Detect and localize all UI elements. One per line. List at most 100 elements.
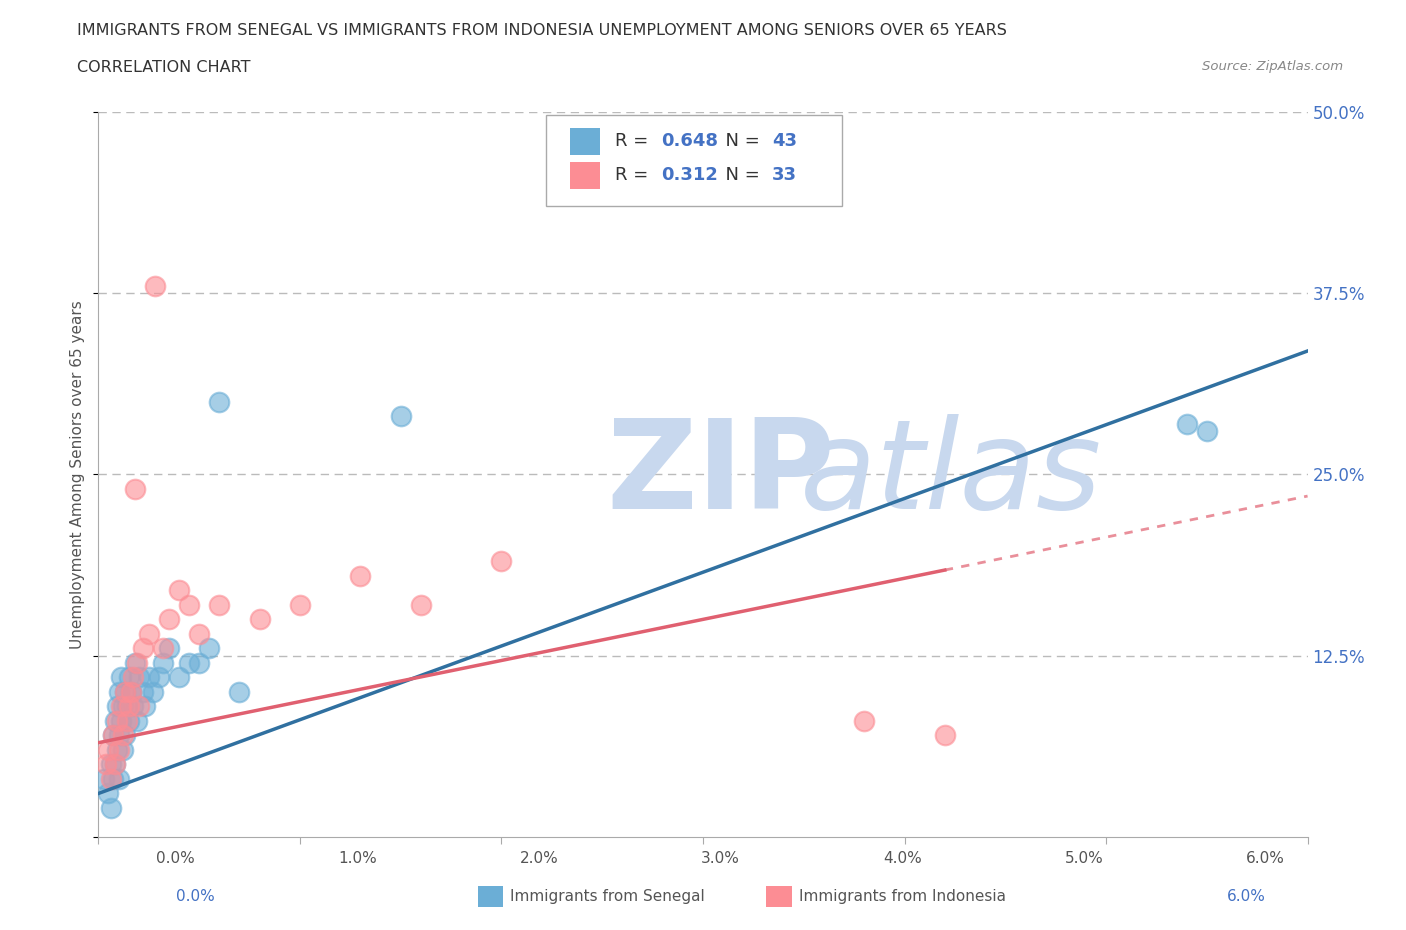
Text: R =: R = — [614, 132, 654, 151]
Text: 1.0%: 1.0% — [337, 851, 377, 866]
Point — [115, 699, 138, 714]
Point — [110, 713, 132, 728]
Point — [100, 757, 122, 772]
Point — [208, 597, 231, 612]
Point — [103, 757, 125, 772]
Point — [142, 684, 165, 699]
Point — [111, 742, 134, 757]
Point — [114, 684, 136, 699]
Point — [198, 641, 221, 656]
Point — [188, 656, 211, 671]
Point — [110, 670, 132, 684]
Text: CORRELATION CHART: CORRELATION CHART — [77, 60, 250, 75]
Point — [188, 627, 211, 642]
Text: Immigrants from Indonesia: Immigrants from Indonesia — [799, 889, 1005, 904]
Point — [138, 670, 160, 684]
Text: 0.0%: 0.0% — [176, 889, 215, 904]
Text: ZIP: ZIP — [606, 414, 835, 535]
FancyBboxPatch shape — [546, 115, 842, 206]
Text: N =: N = — [714, 166, 765, 184]
Point — [152, 656, 174, 671]
Point — [100, 801, 122, 816]
Point — [111, 699, 134, 714]
Point — [103, 713, 125, 728]
Text: 2.0%: 2.0% — [520, 851, 558, 866]
Point — [105, 713, 128, 728]
Text: IMMIGRANTS FROM SENEGAL VS IMMIGRANTS FROM INDONESIA UNEMPLOYMENT AMONG SENIORS : IMMIGRANTS FROM SENEGAL VS IMMIGRANTS FR… — [77, 23, 1007, 38]
Point — [96, 757, 118, 772]
Point — [93, 772, 115, 787]
Point — [288, 597, 311, 612]
Text: 0.648: 0.648 — [661, 132, 717, 151]
Point — [349, 568, 371, 583]
Point — [125, 713, 148, 728]
Point — [132, 684, 155, 699]
Point — [100, 772, 122, 787]
Point — [120, 684, 142, 699]
Point — [1175, 416, 1198, 431]
Point — [105, 742, 128, 757]
Point — [179, 656, 201, 671]
Point — [1195, 423, 1218, 438]
Text: R =: R = — [614, 166, 654, 184]
Bar — [569, 127, 600, 155]
Point — [148, 670, 170, 684]
Point — [167, 670, 190, 684]
Point — [228, 684, 250, 699]
Text: 0.0%: 0.0% — [156, 851, 195, 866]
Point — [115, 713, 138, 728]
Point — [853, 713, 876, 728]
Point — [97, 742, 120, 757]
Text: 4.0%: 4.0% — [883, 851, 921, 866]
Bar — [569, 162, 600, 189]
Point — [157, 612, 180, 627]
Point — [491, 554, 513, 569]
Point — [97, 786, 120, 801]
Point — [111, 728, 134, 743]
Point — [118, 699, 141, 714]
Point — [128, 670, 150, 684]
Point — [249, 612, 271, 627]
Point — [143, 278, 166, 293]
Text: 5.0%: 5.0% — [1064, 851, 1104, 866]
Point — [152, 641, 174, 656]
Point — [124, 482, 146, 497]
Point — [114, 684, 136, 699]
Text: 6.0%: 6.0% — [1226, 889, 1265, 904]
Point — [105, 699, 128, 714]
Point — [107, 772, 129, 787]
Point — [121, 699, 143, 714]
Point — [124, 656, 146, 671]
Text: atlas: atlas — [800, 414, 1102, 535]
Point — [120, 684, 142, 699]
Point — [125, 656, 148, 671]
Text: N =: N = — [714, 132, 765, 151]
Point — [208, 394, 231, 409]
Text: Immigrants from Senegal: Immigrants from Senegal — [510, 889, 706, 904]
Text: Source: ZipAtlas.com: Source: ZipAtlas.com — [1202, 60, 1343, 73]
Point — [409, 597, 432, 612]
Text: 43: 43 — [772, 132, 797, 151]
Point — [157, 641, 180, 656]
Point — [118, 670, 141, 684]
Point — [179, 597, 201, 612]
Point — [389, 409, 412, 424]
Point — [121, 670, 143, 684]
Point — [101, 728, 124, 743]
Point — [107, 684, 129, 699]
Point — [128, 699, 150, 714]
Point — [114, 728, 136, 743]
Point — [134, 699, 156, 714]
Y-axis label: Unemployment Among Seniors over 65 years: Unemployment Among Seniors over 65 years — [70, 300, 86, 649]
Point — [101, 728, 124, 743]
Point — [107, 728, 129, 743]
Point — [118, 713, 141, 728]
Point — [110, 699, 132, 714]
Point — [103, 757, 125, 772]
Point — [167, 583, 190, 598]
Text: 3.0%: 3.0% — [702, 851, 740, 866]
Point — [132, 641, 155, 656]
Text: 33: 33 — [772, 166, 797, 184]
Text: 0.312: 0.312 — [661, 166, 717, 184]
Point — [107, 742, 129, 757]
